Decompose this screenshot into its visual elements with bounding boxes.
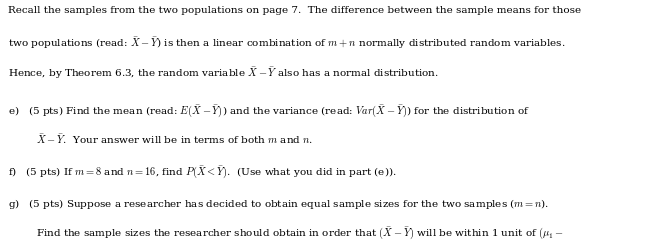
- Text: two populations (read: $\bar{X} - \bar{Y}$) is then a linear combination of $m +: two populations (read: $\bar{X} - \bar{Y…: [8, 36, 565, 51]
- Text: Recall the samples from the two populations on page 7.  The difference between t: Recall the samples from the two populati…: [8, 6, 581, 15]
- Text: $\bar{X} - \bar{Y}$.  Your answer will be in terms of both $m$ and $n$.: $\bar{X} - \bar{Y}$. Your answer will be…: [36, 132, 314, 146]
- Text: g)   (5 pts) Suppose a researcher has decided to obtain equal sample sizes for t: g) (5 pts) Suppose a researcher has deci…: [8, 197, 549, 211]
- Text: e)   (5 pts) Find the mean (read: $E(\bar{X} - \bar{Y})$) and the variance (read: e) (5 pts) Find the mean (read: $E(\bar{…: [8, 103, 530, 119]
- Text: f)   (5 pts) If $m = 8$ and $n = 16$, find $P(\bar{X} < \bar{Y})$.  (Use what yo: f) (5 pts) If $m = 8$ and $n = 16$, find…: [8, 164, 396, 180]
- Text: Hence, by Theorem 6.3, the random variable $\bar{X} - \bar{Y}$ also has a normal: Hence, by Theorem 6.3, the random variab…: [8, 65, 439, 81]
- Text: Find the sample sizes the researcher should obtain in order that $(\bar{X} - \ba: Find the sample sizes the researcher sho…: [36, 225, 565, 241]
